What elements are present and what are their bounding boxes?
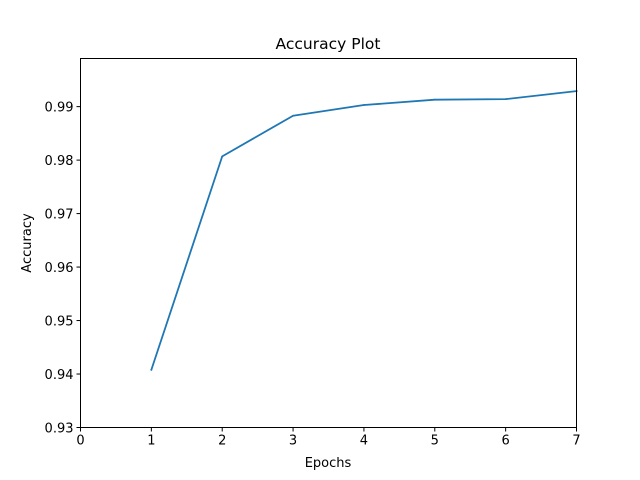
y-tick-label: 0.99 bbox=[45, 101, 74, 116]
data-point bbox=[363, 104, 365, 106]
data-point bbox=[292, 114, 294, 117]
data-point bbox=[221, 155, 224, 158]
plot-area-frame bbox=[80, 58, 577, 428]
y-axis-ticks: 0.93 0.94 0.95 0.96 0.97 0.98 0.99 bbox=[45, 101, 81, 437]
y-tick-label: 0.94 bbox=[45, 368, 74, 383]
x-tick-label: 4 bbox=[360, 434, 368, 449]
x-axis-label: Epochs bbox=[305, 456, 352, 471]
x-tick-label: 2 bbox=[218, 434, 226, 449]
x-tick-label: 3 bbox=[289, 434, 297, 449]
y-tick-label: 0.98 bbox=[45, 154, 74, 169]
data-point bbox=[150, 368, 153, 371]
chart-title: Accuracy Plot bbox=[276, 35, 381, 53]
x-tick-label: 5 bbox=[431, 434, 439, 449]
data-point bbox=[504, 98, 507, 101]
x-tick-label: 1 bbox=[147, 434, 155, 449]
x-tick-label: 7 bbox=[572, 434, 580, 449]
y-tick-label: 0.97 bbox=[45, 208, 74, 223]
x-tick-label: 0 bbox=[76, 434, 84, 449]
y-tick-label: 0.93 bbox=[45, 422, 74, 437]
x-axis-ticks: 0 1 2 3 4 5 6 7 bbox=[76, 427, 581, 449]
y-tick-label: 0.95 bbox=[45, 315, 74, 330]
data-point bbox=[433, 98, 436, 101]
x-tick-label: 6 bbox=[502, 434, 510, 449]
y-tick-label: 0.96 bbox=[45, 261, 74, 276]
y-axis-label: Accuracy bbox=[20, 213, 35, 273]
